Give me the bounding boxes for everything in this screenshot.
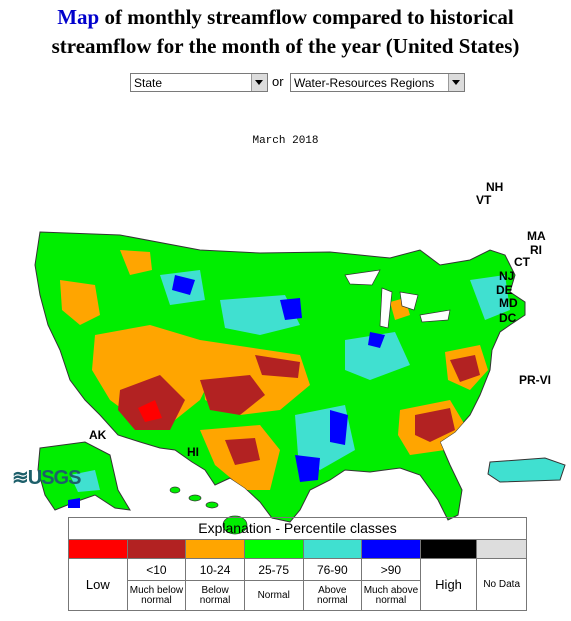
puerto-rico-shape[interactable] [487,457,566,483]
usgs-wave-icon: ≋ [12,467,29,489]
label-ri: RI [530,243,542,257]
much-above-lower-mississippi [330,410,348,445]
pct-normal: 25-75 [243,558,304,581]
pct-above: 76-90 [302,558,363,581]
swatch-low [68,538,128,560]
much-above-dakota [280,298,302,320]
label-pr-vi: PR-VI [519,373,552,387]
above-normal-ohio-valley [345,332,410,380]
much-above-wyoming [172,275,195,295]
desc-much-below-1: Much below [129,584,184,596]
chevron-down-icon[interactable] [251,74,267,91]
percentile-patches [60,250,510,490]
low-arizona [138,400,162,422]
much-above-texas-east [295,455,320,482]
much-below-kansas [255,355,300,378]
streamflow-map[interactable] [0,140,571,610]
desc-much-above-1: Much above [363,584,419,596]
swatch-below [185,538,245,560]
label-ma: MA [527,229,546,243]
swatch-normal [243,538,304,560]
map-title-link[interactable]: Map [57,5,100,29]
or-label: or [272,74,284,89]
desc-much-above-2: normal [375,594,407,606]
above-normal-northern-plains [220,295,300,335]
legend-title: Explanation - Percentile classes [68,517,527,540]
desc-below-2: normal [199,594,231,606]
legend-table: Explanation - Percentile classes Low <10… [68,517,527,611]
desc-below: Below normal [185,580,245,611]
great-lakes [344,269,451,329]
pct-below: 10-24 [185,558,245,581]
state-select[interactable]: State [130,73,268,92]
much-below-carolinas [415,408,455,442]
region-select-value: Water-Resources Regions [294,76,435,90]
legend-low: Low [68,558,128,611]
swatch-high [419,538,478,560]
swatch-much-below [126,538,187,560]
label-nj: NJ [499,269,515,283]
title-text-line1: of monthly streamflow compared to histor… [104,5,514,29]
below-normal-west [60,280,100,325]
label-hi: HI [187,445,199,459]
swatch-much-above [361,538,421,560]
legend-no-data: No Data [476,558,527,611]
label-dc: DC [499,311,517,325]
label-md: MD [499,296,518,310]
alaska-much-above [68,498,80,508]
label-ct: CT [514,255,530,269]
desc-normal: Normal [243,580,304,611]
much-above-illinois [368,332,385,348]
label-de: DE [496,283,513,297]
desc-much-below-2: normal [141,594,172,606]
above-normal-northeast [470,275,510,320]
much-below-texas [225,438,260,465]
desc-much-below: Much below normal [126,580,187,611]
legend-high: High [419,558,478,611]
label-vt: VT [476,193,492,207]
state-select-value: State [134,76,163,90]
page-title: Map of monthly streamflow compared to hi… [0,3,571,61]
pct-much-below: <10 [126,558,187,581]
desc-above: Above normal [302,580,363,611]
much-below-virginia [450,355,480,382]
usgs-text: USGS [27,467,82,489]
desc-above-1: Above [318,584,347,596]
label-nh: NH [486,180,504,194]
desc-below-1: Below [201,584,229,596]
below-normal-northwest [120,250,152,275]
label-ak: AK [89,428,107,442]
swatch-above [302,538,363,560]
desc-normal-1: Normal [257,589,290,601]
usgs-logo[interactable]: ≋USGS [12,465,82,490]
map-date: March 2018 [252,135,319,147]
desc-above-2: normal [317,594,348,606]
alaska-above-normal [70,470,100,492]
region-select[interactable]: Water-Resources Regions [290,73,465,92]
title-text-line2: streamflow for the month of the year (Un… [51,34,520,58]
pct-much-above: >90 [361,558,421,581]
swatch-no-data [476,538,527,560]
desc-much-above: Much above normal [361,580,421,611]
much-below-newmexico [200,375,265,415]
chevron-down-icon[interactable] [448,74,464,91]
